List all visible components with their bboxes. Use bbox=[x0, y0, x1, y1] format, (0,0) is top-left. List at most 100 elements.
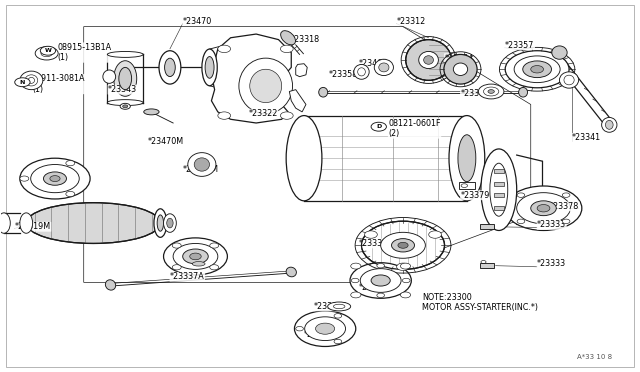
Circle shape bbox=[377, 293, 385, 298]
Ellipse shape bbox=[164, 58, 175, 77]
Ellipse shape bbox=[20, 71, 43, 90]
Ellipse shape bbox=[205, 57, 214, 78]
Circle shape bbox=[514, 56, 560, 83]
Ellipse shape bbox=[444, 54, 477, 84]
Circle shape bbox=[316, 323, 335, 334]
Ellipse shape bbox=[424, 56, 433, 64]
Circle shape bbox=[392, 238, 415, 252]
Circle shape bbox=[15, 78, 30, 87]
Circle shape bbox=[35, 46, 58, 60]
Text: *23333: *23333 bbox=[537, 259, 566, 268]
Text: 08121-0601F
(2): 08121-0601F (2) bbox=[388, 119, 441, 138]
Circle shape bbox=[31, 164, 79, 193]
Ellipse shape bbox=[114, 61, 137, 96]
Ellipse shape bbox=[239, 58, 292, 114]
Circle shape bbox=[478, 84, 504, 99]
Circle shape bbox=[20, 176, 29, 181]
Circle shape bbox=[371, 275, 390, 286]
Bar bbox=[479, 224, 493, 229]
Circle shape bbox=[66, 192, 75, 196]
Text: N: N bbox=[20, 80, 25, 85]
Ellipse shape bbox=[0, 213, 10, 233]
Circle shape bbox=[296, 327, 303, 331]
Ellipse shape bbox=[20, 213, 33, 233]
Polygon shape bbox=[289, 90, 306, 112]
Ellipse shape bbox=[157, 215, 164, 231]
Circle shape bbox=[516, 193, 570, 224]
Text: *23310: *23310 bbox=[39, 174, 68, 183]
Ellipse shape bbox=[481, 149, 516, 231]
Circle shape bbox=[123, 105, 128, 108]
Text: 08911-3081A
(1): 08911-3081A (1) bbox=[32, 74, 86, 94]
Ellipse shape bbox=[188, 153, 216, 176]
Text: D: D bbox=[376, 124, 381, 129]
Circle shape bbox=[377, 263, 385, 268]
Text: W: W bbox=[45, 48, 51, 53]
Text: *23470: *23470 bbox=[182, 17, 212, 26]
Text: *23338M: *23338M bbox=[182, 165, 219, 174]
Text: *23319M: *23319M bbox=[15, 222, 51, 231]
Circle shape bbox=[120, 103, 131, 109]
Circle shape bbox=[517, 219, 525, 224]
Bar bbox=[493, 169, 504, 173]
Circle shape bbox=[294, 311, 356, 346]
Text: *23333: *23333 bbox=[537, 221, 566, 230]
Bar bbox=[479, 263, 493, 267]
Text: *23380: *23380 bbox=[358, 283, 387, 292]
Text: *23363: *23363 bbox=[461, 89, 490, 98]
Ellipse shape bbox=[552, 46, 567, 59]
Circle shape bbox=[280, 112, 293, 119]
Text: NOTE:23300
MOTOR ASSY-STARTER(INC.*): NOTE:23300 MOTOR ASSY-STARTER(INC.*) bbox=[422, 293, 538, 312]
Text: *23379: *23379 bbox=[461, 191, 490, 200]
Ellipse shape bbox=[406, 39, 451, 80]
Circle shape bbox=[351, 278, 359, 283]
Ellipse shape bbox=[605, 121, 613, 129]
Bar bbox=[460, 182, 475, 189]
Text: *23341: *23341 bbox=[572, 133, 602, 142]
Ellipse shape bbox=[26, 203, 161, 243]
Ellipse shape bbox=[167, 218, 173, 228]
Bar bbox=[493, 182, 504, 186]
Circle shape bbox=[334, 314, 342, 318]
Ellipse shape bbox=[164, 214, 176, 232]
Text: *23306: *23306 bbox=[304, 330, 333, 340]
Ellipse shape bbox=[159, 51, 181, 84]
Text: *23318: *23318 bbox=[291, 35, 321, 44]
Text: *23357: *23357 bbox=[505, 41, 534, 50]
Polygon shape bbox=[211, 34, 291, 123]
Text: *23358: *23358 bbox=[328, 70, 358, 79]
Circle shape bbox=[505, 186, 582, 231]
Circle shape bbox=[488, 90, 494, 93]
Ellipse shape bbox=[319, 87, 328, 97]
Ellipse shape bbox=[379, 63, 389, 72]
Circle shape bbox=[517, 193, 525, 198]
Circle shape bbox=[189, 253, 201, 260]
Circle shape bbox=[403, 278, 410, 283]
Ellipse shape bbox=[559, 72, 579, 88]
Ellipse shape bbox=[602, 118, 617, 132]
Circle shape bbox=[210, 265, 219, 270]
Circle shape bbox=[334, 339, 342, 344]
Circle shape bbox=[531, 65, 543, 73]
Text: 08915-13B1A
(1): 08915-13B1A (1) bbox=[58, 43, 111, 62]
Text: *23465: *23465 bbox=[358, 59, 388, 68]
Circle shape bbox=[164, 238, 227, 275]
Circle shape bbox=[429, 231, 442, 238]
Circle shape bbox=[371, 122, 387, 131]
Ellipse shape bbox=[419, 51, 438, 68]
Text: *23470M: *23470M bbox=[148, 137, 184, 146]
Ellipse shape bbox=[281, 31, 296, 45]
Circle shape bbox=[305, 317, 346, 340]
Circle shape bbox=[563, 193, 570, 198]
Circle shape bbox=[397, 263, 410, 270]
Text: *23312: *23312 bbox=[397, 17, 426, 26]
Circle shape bbox=[280, 45, 293, 52]
Circle shape bbox=[210, 243, 219, 248]
Circle shape bbox=[523, 61, 552, 78]
Ellipse shape bbox=[194, 158, 209, 171]
Bar bbox=[493, 193, 504, 197]
Text: *23378: *23378 bbox=[550, 202, 579, 211]
Text: *23343: *23343 bbox=[108, 85, 137, 94]
Text: *23337: *23337 bbox=[358, 239, 388, 248]
Ellipse shape bbox=[250, 69, 282, 103]
